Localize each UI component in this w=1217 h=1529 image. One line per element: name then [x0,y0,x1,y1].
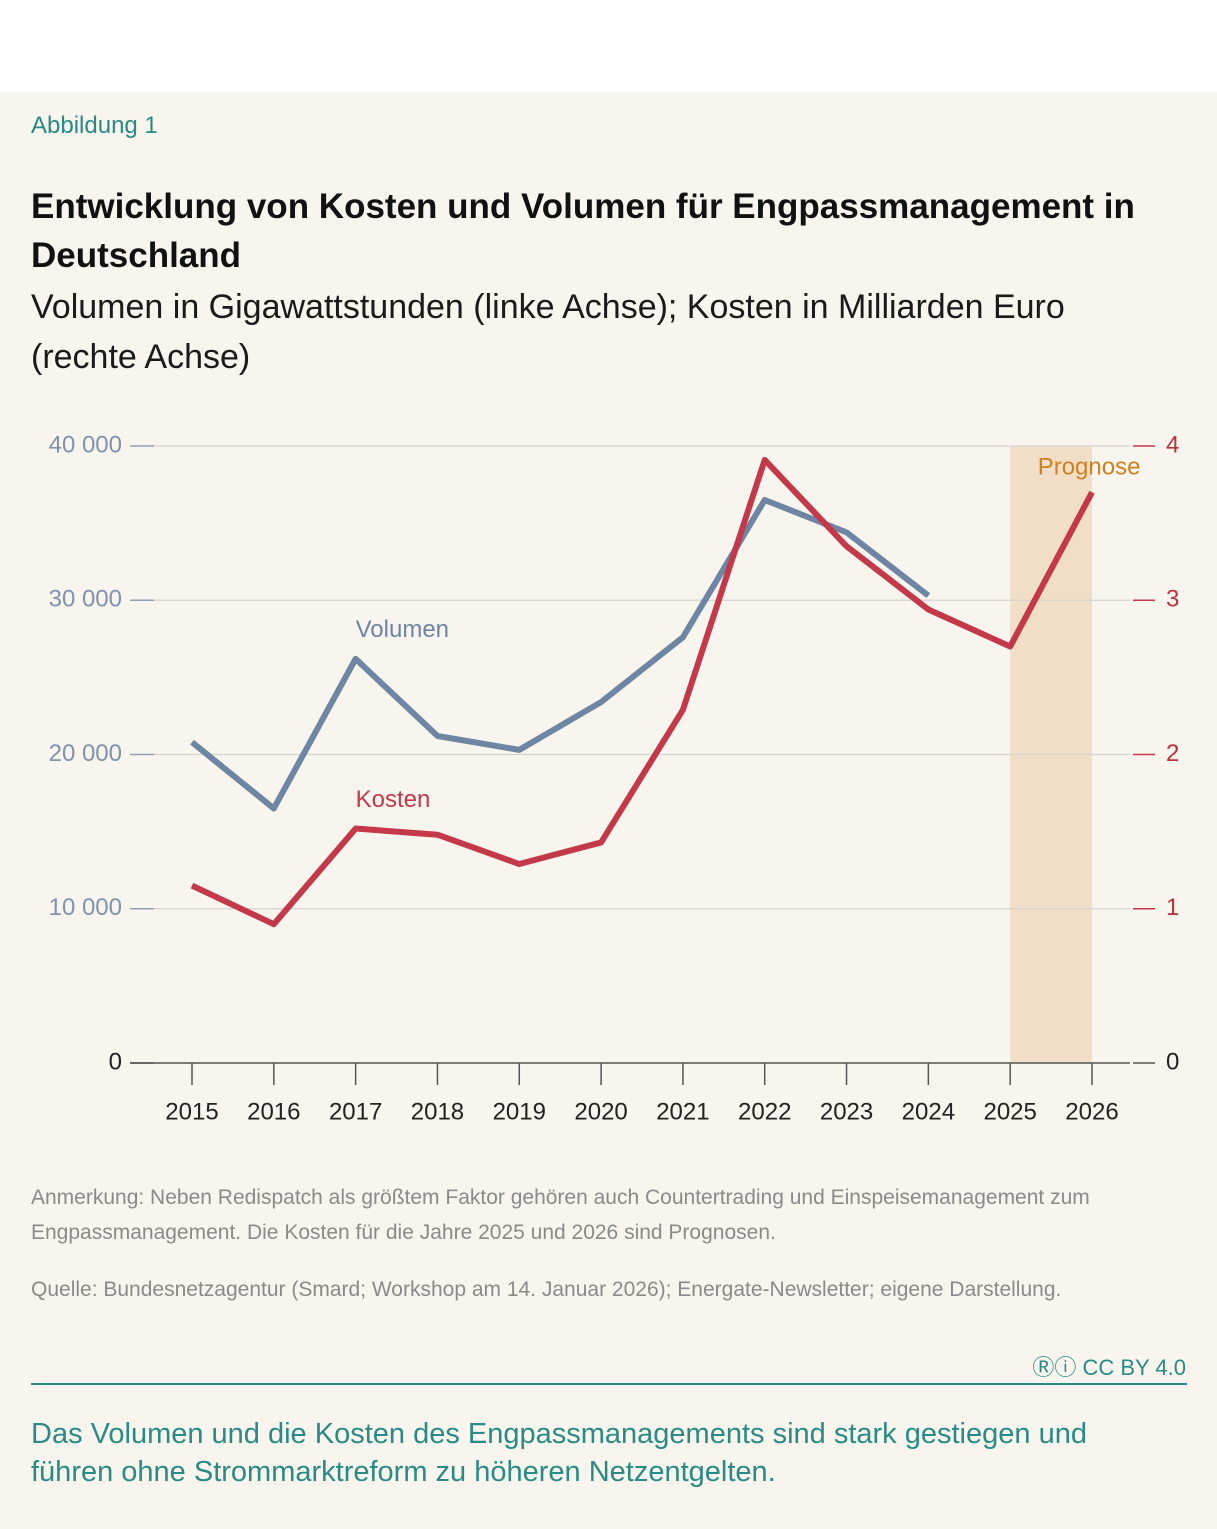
x-tick-label: 2019 [493,1098,546,1125]
x-tick-label: 2024 [902,1098,955,1125]
x-tick-label: 2021 [656,1098,709,1125]
x-tick-label: 2026 [1065,1098,1118,1125]
cc-icon: Ⓡⓘ [1032,1355,1083,1380]
license-text: CC BY 4.0 [1082,1355,1186,1380]
divider [31,1383,1187,1385]
y2-tick-label: 2 [1166,740,1179,767]
series-label: Volumen [356,616,449,643]
x-tick-label: 2022 [738,1098,791,1125]
series-line [190,456,1095,928]
y-tick-label: 10 000 [49,894,122,921]
x-tick-label: 2017 [329,1098,382,1125]
source: Quelle: Bundesnetzagentur (Smard; Worksh… [31,1278,1062,1301]
y-tick-label: 0 [109,1048,122,1075]
x-tick-label: 2020 [574,1098,627,1125]
y2-tick-label: 0 [1166,1048,1179,1075]
forecast-label: Prognose [1038,453,1141,480]
y-tick-label: 20 000 [49,740,122,767]
y-tick-label: 40 000 [49,431,122,458]
y2-tick-label: 3 [1166,586,1179,613]
note: Anmerkung: Neben Redispatch als größtem … [31,1186,1090,1244]
y2-tick-label: 4 [1166,431,1179,458]
y2-tick-label: 1 [1166,894,1179,921]
x-tick-label: 2015 [165,1098,218,1125]
chart-title: Entwicklung von Kosten und Volumen für E… [31,187,1135,275]
series-label: Kosten [356,786,431,813]
x-tick-label: 2018 [411,1098,464,1125]
chart-subtitle: Volumen in Gigawattstunden (linke Achse)… [31,288,1065,376]
x-tick-label: 2025 [983,1098,1036,1125]
license: Ⓡⓘ CC BY 4.0 [1032,1350,1186,1382]
x-tick-label: 2023 [820,1098,873,1125]
takeaway: Das Volumen und die Kosten des Engpassma… [31,1418,1087,1488]
figure-label: Abbildung 1 [31,112,158,139]
x-tick-label: 2016 [247,1098,300,1125]
y-tick-label: 30 000 [49,586,122,613]
series-line [190,496,931,812]
